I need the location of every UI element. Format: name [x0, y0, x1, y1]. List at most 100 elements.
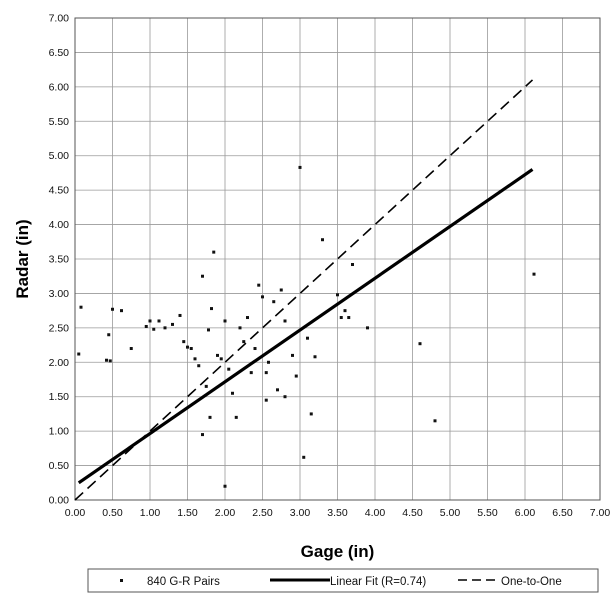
data-point	[179, 314, 182, 317]
data-point	[190, 347, 193, 350]
data-point	[216, 354, 219, 357]
x-tick-label: 2.50	[252, 507, 273, 519]
data-point	[280, 288, 283, 291]
data-point	[212, 251, 215, 254]
legend-label-pairs: 840 G-R Pairs	[147, 576, 220, 588]
y-tick-label: 1.50	[49, 391, 70, 403]
data-point	[340, 316, 343, 319]
x-tick-label: 0.50	[102, 507, 123, 519]
x-tick-label: 3.00	[290, 507, 311, 519]
data-point	[533, 273, 536, 276]
y-tick-label: 0.50	[49, 460, 70, 472]
data-point	[205, 385, 208, 388]
x-tick-label: 0.00	[65, 507, 86, 519]
y-tick-label: 0.00	[49, 495, 70, 507]
x-tick-label: 5.50	[477, 507, 498, 519]
data-point	[265, 399, 268, 402]
data-point	[246, 316, 249, 319]
data-point	[366, 326, 369, 329]
data-point	[242, 340, 245, 343]
y-tick-label: 5.50	[49, 116, 70, 128]
x-tick-label: 3.50	[327, 507, 348, 519]
data-point	[284, 319, 287, 322]
data-point	[347, 316, 350, 319]
data-point	[261, 295, 264, 298]
x-axis-title: Gage (in)	[301, 542, 375, 561]
x-tick-label: 5.00	[440, 507, 461, 519]
data-point	[105, 359, 108, 362]
data-point	[111, 308, 114, 311]
data-point	[434, 419, 437, 422]
y-axis-title: Radar (in)	[13, 219, 32, 298]
y-axis-ticks: 0.00 0.50 1.00 1.50 2.00 2.50 3.00 3.50 4.00 4.50…	[49, 13, 70, 507]
data-point	[299, 166, 302, 169]
x-tick-label: 6.00	[515, 507, 536, 519]
data-point	[276, 388, 279, 391]
data-point	[314, 355, 317, 358]
data-point	[302, 456, 305, 459]
data-point	[207, 328, 210, 331]
data-point	[130, 347, 133, 350]
data-point	[250, 371, 253, 374]
x-tick-label: 2.00	[215, 507, 236, 519]
data-point	[120, 309, 123, 312]
data-point	[80, 306, 83, 309]
data-point	[171, 323, 174, 326]
x-tick-label: 4.50	[402, 507, 423, 519]
data-point	[310, 412, 313, 415]
data-point	[201, 275, 204, 278]
data-point	[152, 328, 155, 331]
data-point	[257, 284, 260, 287]
data-point	[321, 238, 324, 241]
data-point	[231, 392, 234, 395]
data-point	[164, 326, 167, 329]
y-tick-label: 5.00	[49, 150, 70, 162]
data-point	[182, 340, 185, 343]
x-tick-label: 6.50	[552, 507, 573, 519]
data-point	[109, 359, 112, 362]
x-tick-label: 7.00	[590, 507, 611, 519]
data-point	[235, 416, 238, 419]
y-tick-label: 3.00	[49, 288, 70, 300]
data-point	[254, 347, 257, 350]
data-point	[209, 416, 212, 419]
x-axis-ticks: 0.00 0.50 1.00 1.50 2.00 2.50 3.00 3.50 4.00 4.50…	[65, 507, 611, 519]
data-point	[336, 293, 339, 296]
legend-marker-pairs	[120, 579, 123, 582]
y-tick-label: 6.00	[49, 81, 70, 93]
data-point	[149, 319, 152, 322]
legend: 840 G-R Pairs Linear Fit (R=0.74) One-to…	[88, 569, 598, 592]
data-point	[197, 364, 200, 367]
y-tick-label: 4.00	[49, 219, 70, 231]
data-point	[158, 319, 161, 322]
data-point	[267, 361, 270, 364]
y-tick-label: 2.50	[49, 322, 70, 334]
data-point	[186, 346, 189, 349]
data-point	[224, 485, 227, 488]
data-point	[194, 357, 197, 360]
legend-label-fit: Linear Fit (R=0.74)	[330, 576, 426, 588]
data-point	[210, 307, 213, 310]
y-tick-label: 7.00	[49, 13, 70, 25]
data-point	[291, 354, 294, 357]
x-tick-label: 4.00	[365, 507, 386, 519]
data-point	[272, 300, 275, 303]
y-tick-label: 2.00	[49, 357, 70, 369]
data-point	[419, 342, 422, 345]
y-tick-label: 1.00	[49, 426, 70, 438]
data-point	[351, 263, 354, 266]
data-point	[295, 375, 298, 378]
data-point	[239, 326, 242, 329]
x-tick-label: 1.50	[177, 507, 198, 519]
data-point	[220, 357, 223, 360]
data-point	[77, 353, 80, 356]
y-tick-label: 4.50	[49, 185, 70, 197]
legend-label-one-to-one: One-to-One	[501, 576, 562, 588]
data-point	[201, 433, 204, 436]
y-tick-label: 6.50	[49, 47, 70, 59]
x-tick-label: 1.00	[140, 507, 161, 519]
data-point	[145, 325, 148, 328]
data-point	[265, 371, 268, 374]
